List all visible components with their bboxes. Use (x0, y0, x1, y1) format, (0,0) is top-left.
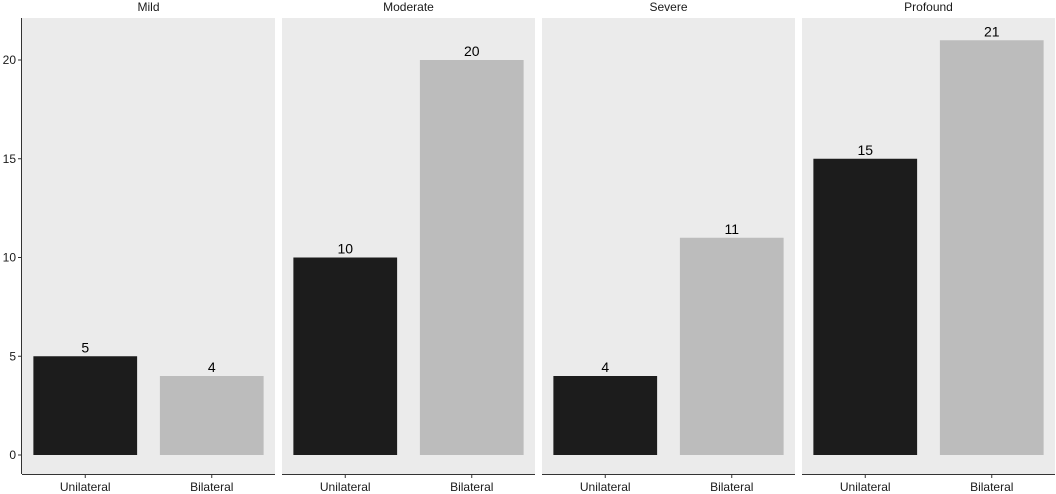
bar-value-label: 15 (857, 142, 873, 158)
bar-value-label: 11 (724, 221, 739, 237)
y-tick-label: 20 (3, 53, 17, 67)
bar-unilateral (33, 356, 138, 455)
facet-panel-severe: Severe 4 Unilateral 11 Bilateral (542, 0, 795, 494)
facet-panels: Mild 5 Unilateral 4 Bilateral Moderate 10 Unila… (22, 0, 1055, 494)
bar-value-label: 20 (464, 43, 480, 59)
bar-value-label: 4 (601, 359, 609, 375)
y-tick-label: 15 (3, 152, 17, 166)
y-tick-label: 5 (9, 349, 16, 363)
x-tick-label: Bilateral (190, 480, 233, 494)
y-axis: 0 5 10 15 20 (3, 18, 22, 474)
facet-panel-moderate: Moderate 10 Unilateral 20 Bilateral (282, 0, 535, 494)
facet-panel-mild: Mild 5 Unilateral 4 Bilateral (22, 0, 275, 494)
y-tick-label: 10 (3, 251, 17, 265)
x-tick-label: Bilateral (710, 480, 753, 494)
x-tick-label: Unilateral (580, 480, 631, 494)
x-tick-label: Bilateral (970, 480, 1013, 494)
bar-unilateral (813, 158, 918, 455)
x-tick-label: Unilateral (320, 480, 371, 494)
facet-title: Mild (137, 0, 159, 14)
bar-unilateral (553, 376, 658, 455)
bar-value-label: 4 (208, 359, 216, 375)
bar-value-label: 21 (984, 23, 1000, 39)
bar-value-label: 5 (81, 339, 89, 355)
facet-title: Severe (649, 0, 687, 14)
bar-unilateral (293, 257, 398, 455)
bar-value-label: 10 (337, 241, 353, 257)
x-tick-label: Unilateral (840, 480, 891, 494)
facet-panel-profound: Profound 15 Unilateral 21 Bilateral (802, 0, 1055, 494)
bar-bilateral (159, 376, 264, 455)
x-tick-label: Unilateral (60, 480, 111, 494)
bar-bilateral (939, 40, 1044, 455)
facet-title: Moderate (383, 0, 434, 14)
y-tick-label: 0 (9, 448, 16, 462)
x-tick-label: Bilateral (450, 480, 493, 494)
facet-title: Profound (904, 0, 953, 14)
bar-bilateral (419, 60, 524, 455)
bar-bilateral (679, 237, 784, 455)
